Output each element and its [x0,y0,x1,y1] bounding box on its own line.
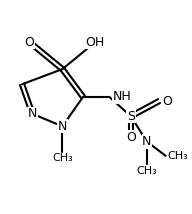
Text: NH: NH [113,90,132,103]
Text: OH: OH [86,36,105,49]
Text: O: O [25,36,35,49]
Text: N: N [28,107,37,120]
Text: CH₃: CH₃ [137,166,157,176]
Text: CH₃: CH₃ [52,153,73,163]
Text: N: N [58,120,67,133]
Text: S: S [127,110,135,123]
Text: N: N [142,135,151,148]
Text: O: O [163,95,172,108]
Text: O: O [126,131,136,144]
Text: CH₃: CH₃ [167,151,188,161]
